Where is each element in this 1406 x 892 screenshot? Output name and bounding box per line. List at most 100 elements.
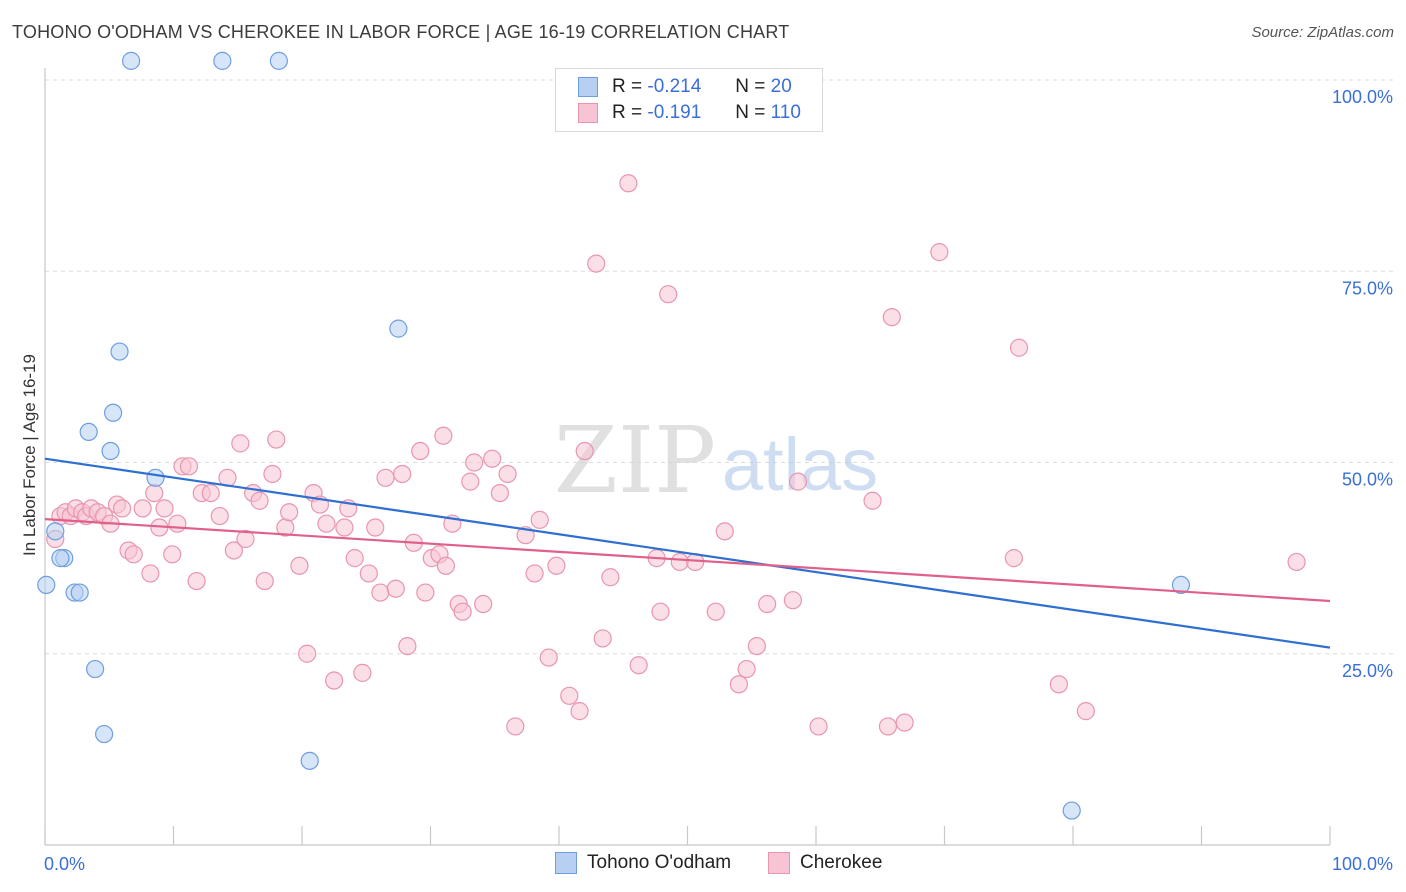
tohono-point xyxy=(101,441,120,461)
cherokee-point xyxy=(453,602,472,621)
cherokee-point xyxy=(882,308,901,327)
cherokee-point xyxy=(353,663,372,682)
series-legend-cherokee: Cherokee xyxy=(768,852,882,874)
cherokee-point xyxy=(398,636,417,656)
stats-legend: R = -0.214 N = 20 R = -0.191 N = 110 xyxy=(555,68,823,132)
legend-n-label: N = xyxy=(735,102,766,123)
cherokee-point xyxy=(317,514,336,533)
cherokee-point xyxy=(1004,549,1023,568)
cherokee-point xyxy=(547,556,566,575)
watermark-atlas: atlas xyxy=(722,423,878,506)
tohono-point xyxy=(146,468,165,487)
cherokee-point xyxy=(490,484,509,503)
cherokee-point xyxy=(434,426,453,445)
tohono-point xyxy=(37,575,56,595)
legend-swatch-blue xyxy=(578,77,598,97)
tohono-point xyxy=(110,342,129,361)
tohono-point xyxy=(95,724,114,744)
cherokee-point xyxy=(210,506,229,526)
cherokee-point xyxy=(250,491,269,510)
tohono-trend-line xyxy=(44,457,1331,649)
cherokee-point xyxy=(659,285,678,304)
tohono-point xyxy=(46,522,65,541)
tohono-point xyxy=(213,51,232,70)
legend-r-value: -0.214 xyxy=(647,76,702,97)
cherokee-point xyxy=(133,499,152,518)
cherokee-point xyxy=(758,594,777,614)
cherokee-point xyxy=(619,174,638,193)
series-swatch-blue xyxy=(555,852,577,874)
cherokee-point xyxy=(359,564,378,583)
tohono-point xyxy=(389,319,408,338)
cherokee-point xyxy=(895,713,914,732)
cherokee-point xyxy=(366,518,385,537)
gridlines xyxy=(45,79,1395,655)
tohono-point xyxy=(1062,801,1081,820)
cherokee-point xyxy=(1049,675,1068,694)
y-tick-label: 50.0% xyxy=(1342,470,1393,490)
cherokee-point xyxy=(530,510,549,529)
tohono-points xyxy=(37,51,1191,820)
cherokee-point xyxy=(163,545,182,564)
cherokee-point xyxy=(629,656,648,675)
y-axis-label: In Labor Force | Age 16-19 xyxy=(20,354,39,556)
watermark-zip: ZIP xyxy=(554,407,716,514)
tohono-point xyxy=(86,659,105,679)
cherokee-point xyxy=(267,430,286,449)
cherokee-point xyxy=(930,243,949,262)
tohono-point xyxy=(51,549,70,568)
cherokee-point xyxy=(436,556,456,575)
cherokee-point xyxy=(670,552,689,572)
tohono-point xyxy=(121,51,141,70)
cherokee-point xyxy=(747,636,766,656)
cherokee-point xyxy=(863,491,882,510)
series-label-tohono: Tohono O'odham xyxy=(587,852,732,873)
cherokee-point xyxy=(201,484,220,503)
cherokee-point xyxy=(179,457,199,476)
cherokee-point xyxy=(525,564,544,583)
cherokee-point xyxy=(187,571,206,591)
legend-r-label: R = xyxy=(612,76,643,97)
cherokee-point xyxy=(298,644,317,663)
legend-row-tohono: R = -0.214 N = 20 xyxy=(578,75,792,99)
cherokee-point xyxy=(706,602,725,621)
legend-r-value: -0.191 xyxy=(647,102,702,123)
series-legend-tohono: Tohono O'odham xyxy=(555,852,731,874)
tohono-point xyxy=(70,583,89,602)
legend-r-label: R = xyxy=(612,102,643,123)
tohono-point xyxy=(269,51,288,70)
tohono-point xyxy=(104,403,123,422)
cherokee-point xyxy=(737,659,756,679)
cherokee-point xyxy=(416,583,435,602)
cherokee-point xyxy=(290,556,309,575)
cherokee-point xyxy=(788,472,808,491)
cherokee-point xyxy=(393,464,412,484)
cherokee-point xyxy=(325,671,344,690)
cherokee-point xyxy=(809,717,828,736)
cherokee-point xyxy=(474,594,493,614)
cherokee-point xyxy=(263,464,282,484)
legend-n-value: 20 xyxy=(770,76,792,97)
cherokee-trend-line xyxy=(44,518,1331,603)
series-swatch-pink xyxy=(768,852,790,874)
tick-labels: 25.0% 50.0% 75.0% 100.0% 0.0% 100.0% xyxy=(44,87,1393,874)
cherokee-point xyxy=(461,472,480,491)
cherokee-point xyxy=(575,441,594,461)
cherokee-point xyxy=(570,702,589,721)
y-tick-label: 100.0% xyxy=(1332,87,1393,107)
cherokee-points xyxy=(46,174,1306,736)
cherokee-point xyxy=(1287,552,1306,572)
cherokee-point xyxy=(539,648,558,667)
cherokee-point xyxy=(560,686,579,705)
y-tick-label: 75.0% xyxy=(1342,278,1393,298)
cherokee-point xyxy=(141,564,160,583)
source-label: Source: ZipAtlas.com xyxy=(1251,24,1394,41)
cherokee-point xyxy=(651,602,670,621)
cherokee-point xyxy=(231,434,250,453)
legend-n-value: 110 xyxy=(770,102,801,123)
cherokee-point xyxy=(376,468,395,487)
cherokee-point xyxy=(224,541,243,560)
cherokee-point xyxy=(498,464,517,484)
cherokee-point xyxy=(335,518,354,537)
